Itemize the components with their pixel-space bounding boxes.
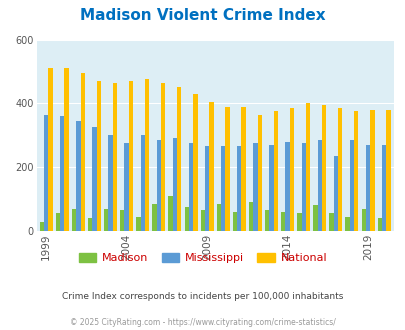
Text: Madison Violent Crime Index: Madison Violent Crime Index (80, 8, 325, 23)
Bar (369, 110, 374, 231)
Bar (64, 68, 68, 231)
Bar (108, 135, 113, 231)
Bar (200, 210, 205, 231)
Bar (296, 214, 301, 231)
Text: Crime Index corresponds to incidents per 100,000 inhabitants: Crime Index corresponds to incidents per… (62, 292, 343, 301)
Bar (55, 214, 60, 231)
Bar (40, 222, 44, 231)
Bar (289, 108, 293, 231)
Bar (205, 147, 209, 231)
Bar (173, 139, 177, 231)
Bar (193, 94, 197, 231)
Bar (305, 103, 309, 231)
Bar (264, 210, 269, 231)
Bar (345, 216, 349, 231)
Bar (184, 207, 188, 231)
Bar (301, 143, 305, 231)
Bar (152, 204, 156, 231)
Bar (140, 135, 145, 231)
Bar (377, 218, 381, 231)
Bar (361, 209, 365, 231)
Bar (113, 82, 117, 231)
Bar (257, 115, 261, 231)
Bar (381, 145, 386, 231)
Bar (241, 107, 245, 231)
Bar (237, 147, 241, 231)
Bar (120, 210, 124, 231)
Bar (386, 110, 390, 231)
Bar (188, 143, 193, 231)
Bar (269, 145, 273, 231)
Bar (209, 102, 213, 231)
Bar (96, 81, 101, 231)
Bar (225, 107, 229, 231)
Bar (365, 145, 369, 231)
Bar (248, 202, 253, 231)
Bar (136, 216, 140, 231)
Bar (337, 108, 341, 231)
Bar (168, 196, 173, 231)
Bar (88, 218, 92, 231)
Bar (80, 73, 85, 231)
Legend: Madison, Mississippi, National: Madison, Mississippi, National (79, 253, 326, 263)
Bar (349, 140, 353, 231)
Bar (328, 214, 333, 231)
Bar (72, 209, 76, 231)
Bar (60, 116, 64, 231)
Bar (177, 87, 181, 231)
Bar (76, 121, 80, 231)
Bar (285, 142, 289, 231)
Bar (333, 156, 337, 231)
Text: © 2025 CityRating.com - https://www.cityrating.com/crime-statistics/: © 2025 CityRating.com - https://www.city… (70, 318, 335, 327)
Bar (124, 143, 128, 231)
Bar (44, 115, 48, 231)
Bar (280, 212, 285, 231)
Bar (321, 105, 326, 231)
Bar (253, 143, 257, 231)
Bar (313, 206, 317, 231)
Bar (128, 81, 133, 231)
Bar (161, 82, 165, 231)
Bar (353, 112, 358, 231)
Bar (273, 112, 277, 231)
Bar (48, 68, 53, 231)
Bar (317, 140, 321, 231)
Bar (216, 204, 220, 231)
Bar (145, 80, 149, 231)
Bar (232, 212, 237, 231)
Bar (92, 127, 96, 231)
Bar (156, 140, 161, 231)
Bar (104, 209, 108, 231)
Bar (220, 147, 225, 231)
